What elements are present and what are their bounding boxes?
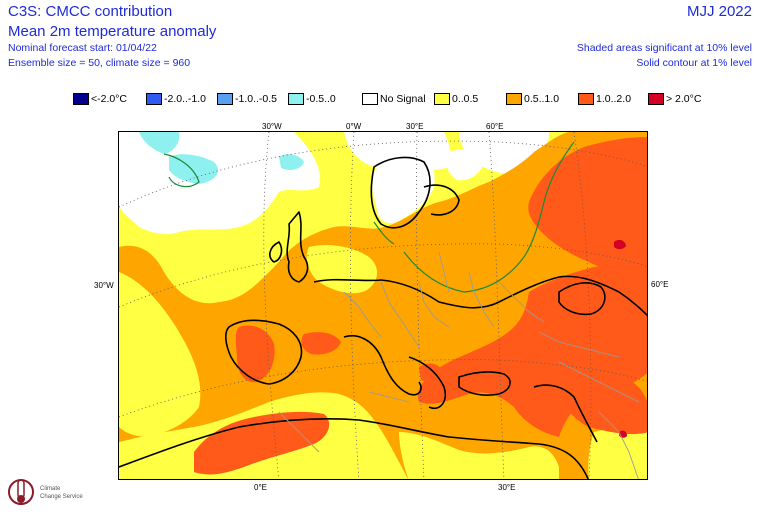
cold-anomaly-region [139,132,180,154]
logo-text-line: Change Service [40,494,83,500]
legend-item: 0.5..1.0 [506,92,559,106]
signal-1.0-2.0-region [194,411,330,475]
season-label: MJJ 2022 [686,3,752,20]
signal-0-0.5-region [119,272,201,437]
legend-swatch [217,93,233,105]
tick-top-30w: 30°W [262,122,282,131]
legend-swatch [146,93,162,105]
significance-contour-note: Solid contour at 1% level [636,57,752,69]
cold-anomaly-region [279,154,304,170]
legend-swatch [73,93,89,105]
tick-right-60e: 60°E [651,280,669,289]
significance-shaded-note: Shaded areas significant at 10% level [576,42,752,54]
no-signal-region [446,149,484,181]
legend-item: 1.0..2.0 [578,92,631,106]
legend-label: 1.0..2.0 [596,93,632,105]
legend-swatch [578,93,594,105]
legend-swatch [362,93,378,105]
legend-item: -2.0..-1.0 [146,92,206,106]
legend-swatch [288,93,304,105]
graticule [119,132,647,479]
legend-swatch [506,93,522,105]
legend-label: > 2.0°C [666,93,702,105]
tick-bottom-0e: 0°E [254,483,267,492]
legend-item: -0.5..0 [288,92,336,106]
legend-swatch [648,93,664,105]
signal-1.0-2.0-region [559,372,647,435]
map-title: C3S: CMCC contribution [8,3,173,20]
legend-item: -1.0..-0.5 [217,92,277,106]
coastlines [119,156,647,479]
map-subtitle: Mean 2m temperature anomaly [8,23,217,40]
signal-0-0.5-region [399,432,559,479]
climate-logo-icon [8,479,34,505]
legend-item: <-2.0°C [73,92,127,106]
forecast-start-text: Nominal forecast start: 01/04/22 [8,42,157,54]
tick-top-30e: 30°E [406,122,424,131]
anomaly-map [118,131,648,480]
country-borders [278,251,640,479]
tick-top-60e: 60°E [486,122,504,131]
legend-item: 0..0.5 [434,92,478,106]
legend-label: -2.0..-1.0 [164,93,207,105]
signal-above-2.0-region [614,239,626,250]
cold-anomaly-region [169,154,219,184]
tick-left-30w: 30°W [94,281,114,290]
map-canvas [119,132,647,479]
legend-label: 0.5..1.0 [524,93,560,105]
tick-bottom-30e: 30°E [498,483,516,492]
significance-contour [163,141,575,293]
legend-label: <-2.0°C [91,93,128,105]
legend-label: 0..0.5 [452,93,479,105]
legend-label: -0.5..0 [306,93,336,105]
legend-item: > 2.0°C [648,92,701,106]
legend-label: No Signal [380,93,426,105]
copernicus-logo: Climate Change Service [6,472,116,514]
tick-top-0w: 0°W [346,122,362,131]
signal-1.0-2.0-region [301,332,341,355]
legend-swatch [434,93,450,105]
no-signal-region [371,147,435,224]
logo-text-line: Climate [40,486,61,492]
signal-1.0-2.0-region [235,325,275,383]
legend-item: No Signal [362,92,426,106]
ensemble-size-text: Ensemble size = 50, climate size = 960 [8,57,191,69]
legend-label: -1.0..-0.5 [235,93,278,105]
